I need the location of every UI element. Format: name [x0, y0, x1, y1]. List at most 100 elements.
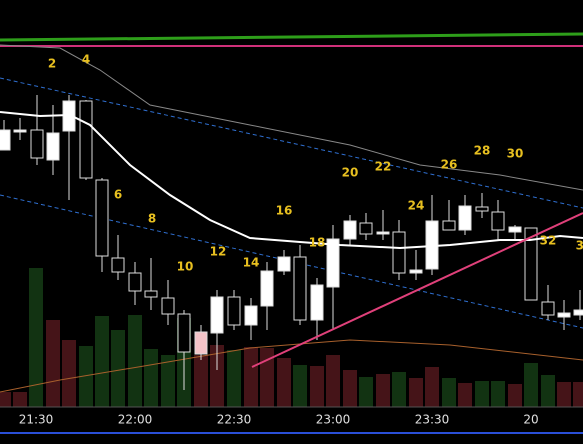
candle-body	[326, 238, 340, 288]
candle-body	[293, 256, 307, 321]
candle-body	[409, 269, 423, 274]
wave-label: 8	[148, 212, 156, 226]
volume-bar	[111, 330, 125, 407]
wave-label: 32	[540, 234, 557, 248]
volume-bar	[293, 365, 307, 407]
candle-body	[310, 284, 324, 321]
volume-bar	[458, 383, 472, 407]
candle-body	[524, 227, 538, 301]
time-axis: 21:30 22:00 22:30 23:00 23:30 20	[19, 413, 539, 427]
candle-body	[343, 220, 357, 240]
volume-bar	[475, 381, 489, 407]
volume-bar	[442, 378, 456, 407]
candle-body	[475, 206, 489, 212]
volume-bar	[573, 382, 583, 407]
volume-bar	[79, 346, 93, 407]
candle-body	[46, 132, 60, 161]
candle-body	[95, 179, 109, 257]
wave-label: 26	[441, 158, 458, 172]
volume-bar	[508, 384, 522, 407]
wave-label: 18	[309, 236, 326, 250]
volume-bar	[343, 370, 357, 407]
volume-bar	[95, 316, 109, 407]
volume-average	[0, 339, 583, 393]
candle-body	[573, 309, 583, 316]
candle-body	[79, 100, 93, 179]
wave-label: 16	[276, 204, 293, 218]
candle-body	[244, 305, 258, 326]
green-line	[0, 32, 583, 42]
time-label: 21:30	[19, 413, 54, 427]
volume-bar	[13, 392, 27, 407]
volume-bars	[0, 268, 583, 407]
volume-bar	[359, 377, 373, 407]
volume-bar	[161, 355, 175, 407]
volume-bar	[541, 375, 555, 407]
candle-body	[541, 301, 555, 316]
channel-top	[0, 77, 583, 209]
time-label: 23:00	[316, 413, 351, 427]
volume-bar	[29, 268, 43, 407]
candle-body	[13, 129, 27, 133]
slow-average	[0, 44, 583, 191]
wave-label: 30	[507, 147, 524, 161]
wave-label: 22	[375, 160, 392, 174]
candle-body	[227, 296, 241, 326]
candle-body	[491, 211, 505, 231]
wave-label: 12	[210, 245, 227, 259]
candle-body	[111, 257, 125, 273]
volume-bar	[557, 382, 571, 407]
volume-bar	[194, 355, 208, 407]
volume-bar	[128, 315, 142, 407]
volume-bar	[326, 355, 340, 407]
volume-bar	[210, 345, 224, 407]
moving-average	[0, 111, 583, 250]
volume-bar	[409, 378, 423, 407]
annotations: 246810121416182022242628303234	[48, 53, 583, 274]
candle-body	[442, 220, 456, 231]
candle-body	[30, 129, 44, 159]
trend-line	[251, 212, 583, 368]
volume-bar	[62, 340, 76, 407]
wave-label: 24	[408, 199, 425, 213]
candle-body	[557, 312, 571, 318]
volume-bar	[425, 367, 439, 407]
wave-label: 14	[243, 256, 260, 270]
candle-body	[376, 231, 390, 235]
candle-body	[144, 290, 158, 298]
candle-body	[260, 270, 274, 307]
candle-body	[359, 222, 373, 235]
wave-label: 10	[177, 260, 194, 274]
volume-bar	[46, 320, 60, 407]
volume-bar	[491, 381, 505, 407]
candle-body	[508, 226, 522, 233]
wave-label: 6	[114, 188, 122, 202]
candle-body	[177, 313, 191, 353]
wave-label: 4	[82, 53, 90, 67]
wave-label: 2	[48, 57, 56, 71]
volume-bar	[524, 363, 538, 407]
time-label: 22:30	[217, 413, 252, 427]
volume-bar	[144, 349, 158, 407]
candle-body	[0, 129, 11, 151]
wave-label: 28	[474, 144, 491, 158]
volume-bar	[392, 372, 406, 407]
volume-bar	[244, 347, 258, 407]
wave-label: 34	[576, 239, 583, 253]
time-label: 23:30	[415, 413, 450, 427]
candle-body	[210, 296, 224, 334]
candle-body	[128, 272, 142, 292]
candle-body	[194, 331, 208, 355]
volume-bar	[376, 374, 390, 407]
candle-body	[458, 205, 472, 231]
candles	[0, 95, 583, 390]
time-label: 20	[523, 413, 538, 427]
candle-body	[161, 297, 175, 315]
volume-bar	[310, 366, 324, 407]
wave-label: 20	[342, 166, 359, 180]
candle-body	[392, 231, 406, 274]
volume-bar	[227, 350, 241, 407]
time-label: 22:00	[118, 413, 153, 427]
volume-bar	[277, 358, 291, 407]
